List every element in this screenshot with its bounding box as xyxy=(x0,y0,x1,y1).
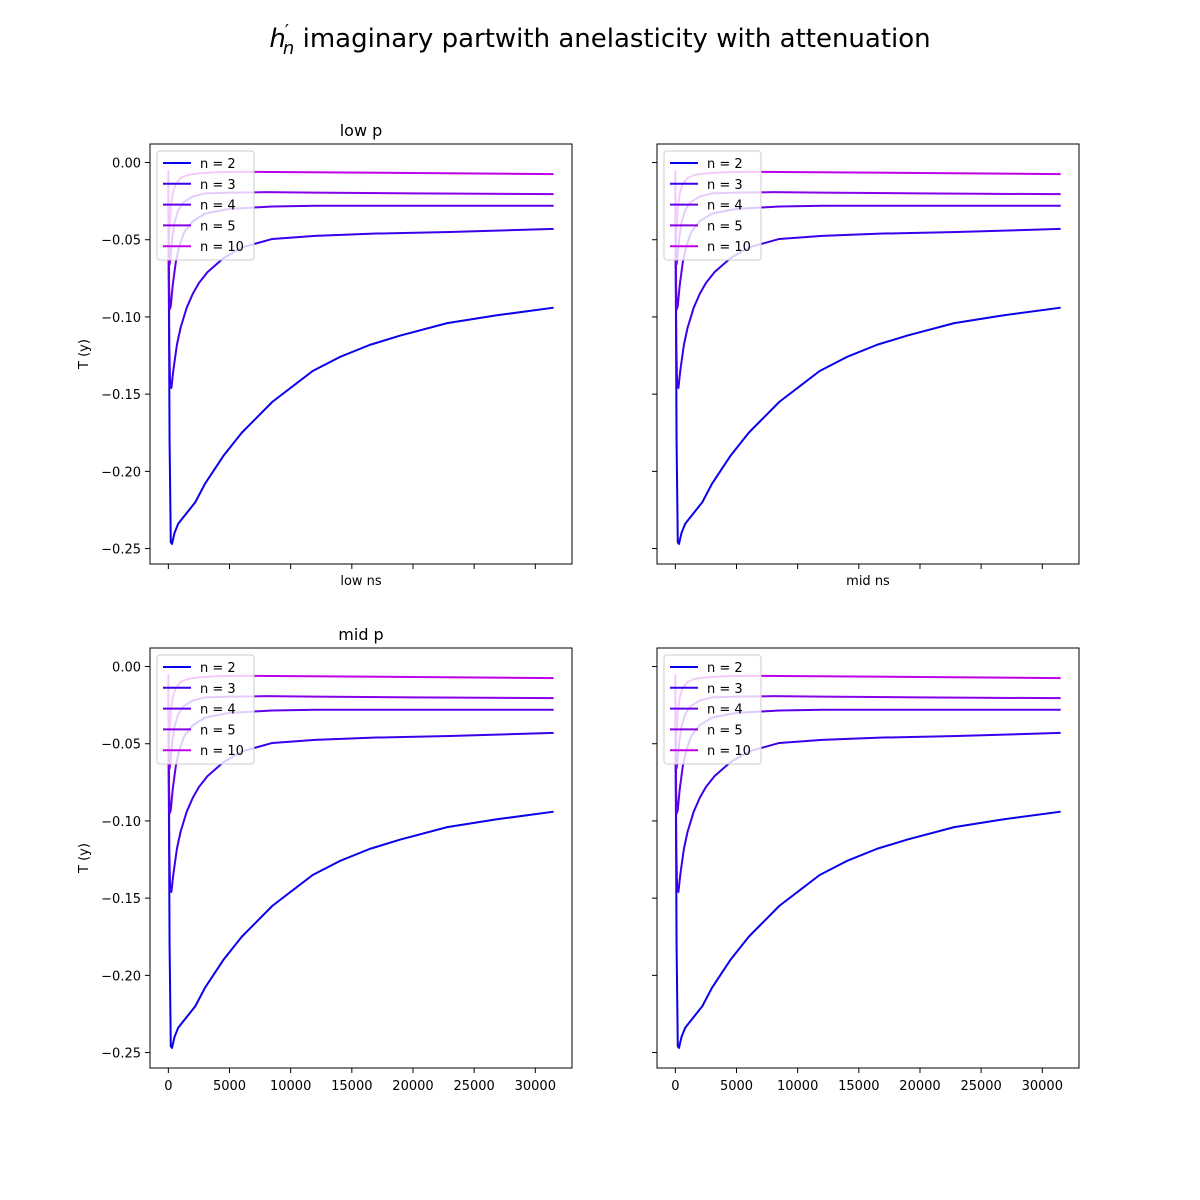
legend-box xyxy=(156,654,255,765)
series-line-1 xyxy=(674,697,1061,1049)
legend-label-3: n = 4 xyxy=(200,199,236,214)
x-tick-label: 15000 xyxy=(838,1079,879,1094)
legend: n = 2 n = 3 n = 4 n = 5 n = 10 xyxy=(663,150,762,261)
figure-title-text: imaginary partwith anelasticity with att… xyxy=(294,24,930,54)
x-tick-label: 5000 xyxy=(720,1079,753,1094)
y-axis-label: T (y) xyxy=(77,339,92,370)
y-tick-label: −0.10 xyxy=(101,815,141,830)
y-tick-label: −0.10 xyxy=(101,311,141,326)
legend-label-4: n = 5 xyxy=(200,219,236,234)
x-tick-label: 30000 xyxy=(515,1079,556,1094)
figure-title-math-prime: ′ xyxy=(285,21,289,42)
x-tick-label: 30000 xyxy=(1022,1079,1063,1094)
subplot-title: low p xyxy=(340,121,383,140)
legend: n = 2 n = 3 n = 4 n = 5 n = 10 xyxy=(156,654,255,765)
x-tick-label: 10000 xyxy=(270,1079,311,1094)
x-tick-label: 10000 xyxy=(777,1079,818,1094)
legend-label-2: n = 3 xyxy=(707,178,743,193)
legend: n = 2 n = 3 n = 4 n = 5 n = 10 xyxy=(156,150,255,261)
figure-title-math-sub: n xyxy=(283,38,294,59)
x-tick-label: 5000 xyxy=(213,1079,246,1094)
series-line-1 xyxy=(674,193,1061,545)
x-tick-label: 20000 xyxy=(392,1079,433,1094)
x-tick-label: 25000 xyxy=(960,1079,1001,1094)
subplot-1: 0.00 −0.05 −0.10 −0.15 −0.20 −0.25 low p low ns… xyxy=(77,121,573,589)
subplot-3: 0 5000 10000 15000 20000 25000 30000 0.00 −0.05 −… xyxy=(77,625,573,1094)
y-tick-label: −0.20 xyxy=(101,969,141,984)
legend-box xyxy=(663,150,762,261)
legend-label-5: n = 10 xyxy=(200,240,244,255)
legend-label-1: n = 2 xyxy=(707,157,743,172)
legend: n = 2 n = 3 n = 4 n = 5 n = 10 xyxy=(663,654,762,765)
y-tick-label: −0.05 xyxy=(101,738,141,753)
legend-label-2: n = 3 xyxy=(200,682,236,697)
x-axis-label: mid ns xyxy=(846,574,890,589)
subplot-title: mid p xyxy=(338,625,383,644)
legend-box xyxy=(156,150,255,261)
figure-title-math-base: h xyxy=(269,24,285,54)
legend-label-2: n = 3 xyxy=(200,178,236,193)
axes-frame xyxy=(656,647,1080,1069)
figure-title: h′ n imaginary partwith anelasticity with… xyxy=(269,21,930,59)
legend-label-4: n = 5 xyxy=(200,723,236,738)
axes-frame xyxy=(149,143,573,565)
x-axis-label: low ns xyxy=(340,574,382,589)
y-tick-label: −0.20 xyxy=(101,465,141,480)
series-line-2 xyxy=(674,193,1061,389)
legend-label-5: n = 10 xyxy=(707,240,751,255)
axes-frame xyxy=(656,143,1080,565)
series-line-1 xyxy=(167,697,554,1049)
axes-frame xyxy=(149,647,573,1069)
subplot-4: 0 5000 10000 15000 20000 25000 30000 n = 2 n = 3… xyxy=(652,647,1080,1094)
y-tick-label: −0.25 xyxy=(101,1047,141,1062)
x-tick-label: 0 xyxy=(164,1079,172,1094)
series-line-2 xyxy=(167,193,554,389)
legend-label-3: n = 4 xyxy=(200,703,236,718)
legend-label-3: n = 4 xyxy=(707,199,743,214)
y-tick-label: −0.25 xyxy=(101,543,141,558)
legend-label-1: n = 2 xyxy=(707,661,743,676)
legend-box xyxy=(663,654,762,765)
y-tick-label: 0.00 xyxy=(112,157,141,172)
subplot-2: mid ns n = 2 n = 3 n = 4 n = 5 n = 10 xyxy=(652,143,1080,589)
legend-label-2: n = 3 xyxy=(707,682,743,697)
legend-label-1: n = 2 xyxy=(200,661,236,676)
x-tick-label: 15000 xyxy=(331,1079,372,1094)
subplot-grid: 0.00 −0.05 −0.10 −0.15 −0.20 −0.25 low p low ns… xyxy=(77,121,1080,1094)
legend-label-4: n = 5 xyxy=(707,219,743,234)
y-axis-label: T (y) xyxy=(77,843,92,874)
y-tick-label: −0.15 xyxy=(101,892,141,907)
series-line-2 xyxy=(674,697,1061,893)
x-tick-label: 20000 xyxy=(899,1079,940,1094)
y-tick-label: −0.05 xyxy=(101,234,141,249)
y-tick-label: 0.00 xyxy=(112,661,141,676)
y-tick-label: −0.15 xyxy=(101,388,141,403)
series-line-2 xyxy=(167,697,554,893)
x-tick-label: 25000 xyxy=(453,1079,494,1094)
legend-label-5: n = 10 xyxy=(707,744,751,759)
series-line-1 xyxy=(167,193,554,545)
legend-label-1: n = 2 xyxy=(200,157,236,172)
legend-label-5: n = 10 xyxy=(200,744,244,759)
legend-label-3: n = 4 xyxy=(707,703,743,718)
legend-label-4: n = 5 xyxy=(707,723,743,738)
x-tick-label: 0 xyxy=(671,1079,679,1094)
